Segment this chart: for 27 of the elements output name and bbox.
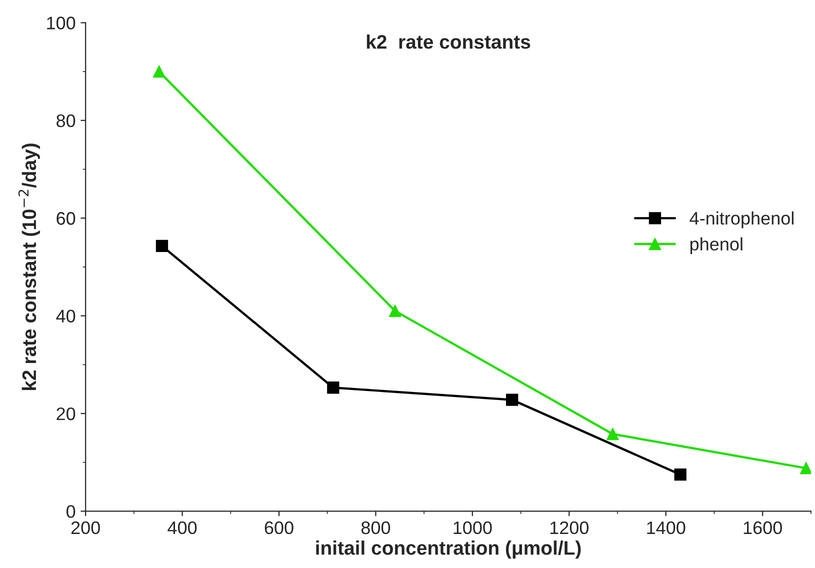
point [156,240,168,252]
y-axis-title: k2 rate constant (10$^{−2}$/day) [18,144,40,390]
y-tick-label: 20 [56,407,76,420]
y-tick-label: 60 [56,212,76,225]
x-tick-label: 1600 [744,521,782,534]
x-tick-label: 200 [71,521,100,534]
chart-title: k2 rate constants [366,34,530,49]
point [674,468,686,481]
x-axis-title: initail concentration (μmol/L) [316,540,581,559]
legend-label: phenol [690,237,742,254]
point [153,65,166,78]
x-tick-label: 800 [361,521,390,534]
point [606,428,619,440]
x-tick-label: 600 [264,521,294,534]
point [800,462,811,474]
point [388,304,402,317]
x-tick-label: 1400 [647,521,686,534]
y-tick-label: 0 [66,505,76,518]
y-tick-label: 40 [56,310,76,323]
x-tick-label: 1200 [550,521,589,534]
point [327,382,340,394]
x-tick-label: 1000 [454,521,492,534]
y-tick-label: 100 [47,16,76,30]
legend-label: 4-nitrophenol [690,211,794,228]
point [506,394,518,406]
y-tick-label: 80 [56,114,76,128]
x-tick-label: 400 [168,521,197,534]
